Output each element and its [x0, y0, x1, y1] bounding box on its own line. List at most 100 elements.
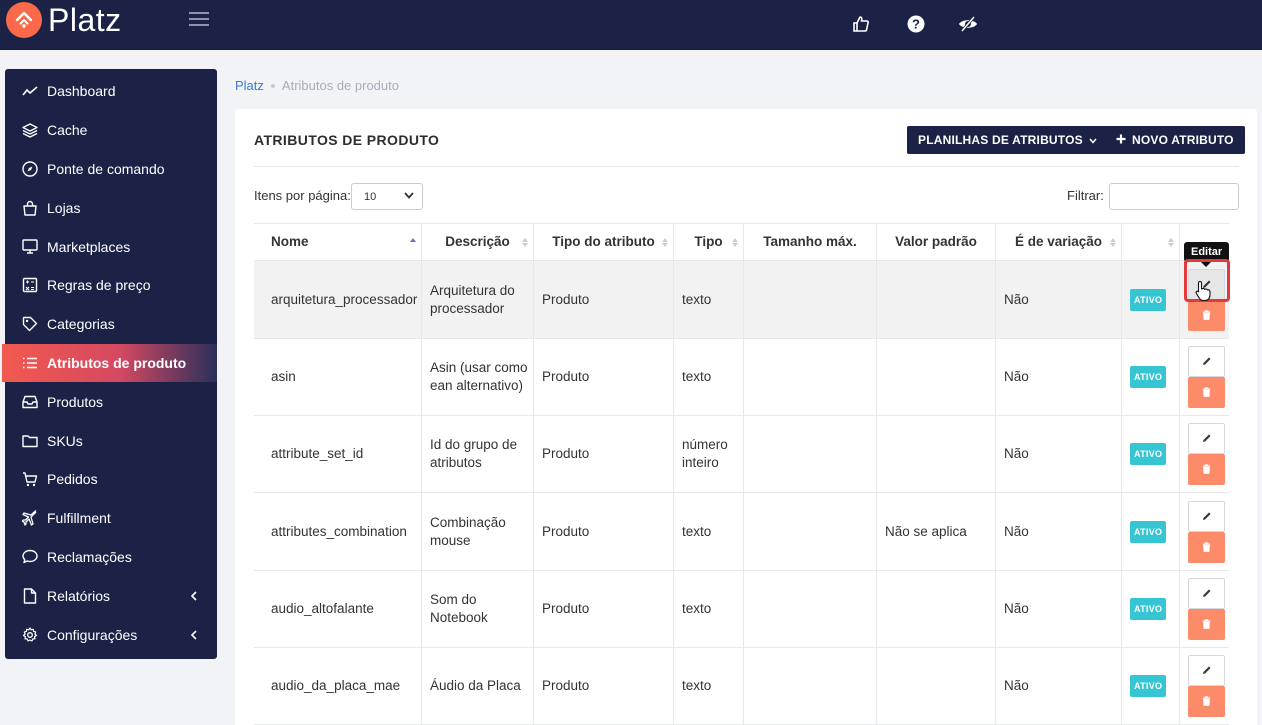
cell-variacao: Não — [995, 339, 1121, 415]
trash-icon — [1202, 384, 1211, 402]
sidebar-item-lojas[interactable]: Lojas — [5, 188, 217, 227]
edit-button[interactable] — [1188, 578, 1225, 609]
cell-descricao: Arquitetura do processador — [421, 261, 533, 338]
column-header-variacao[interactable]: É de variação — [995, 224, 1121, 260]
cell-nome: attributes_combination — [271, 523, 407, 539]
sidebar-item-marketplaces[interactable]: Marketplaces — [5, 227, 217, 266]
cell-tipo-atributo: Produto — [533, 571, 673, 647]
eye-slash-icon[interactable] — [958, 14, 978, 34]
sidebar-item-dashboard[interactable]: Dashboard — [5, 72, 217, 111]
items-per-page-label: Itens por página: — [254, 188, 351, 203]
cell-tipo-atributo: Produto — [533, 648, 673, 724]
cell-tamanho — [743, 571, 876, 647]
sidebar-item-reclamacoes[interactable]: Reclamações — [5, 538, 217, 577]
hand-cursor-icon — [1195, 280, 1213, 307]
sort-icon — [1110, 238, 1116, 247]
sidebar-item-atributos-de-produto[interactable]: Atributos de produto — [2, 343, 217, 383]
column-header-tipo-atributo[interactable]: Tipo do atributo — [533, 224, 673, 260]
cell-variacao: Não — [995, 416, 1121, 492]
cell-nome: arquitetura_processador — [271, 291, 418, 307]
sidebar-item-relatorios[interactable]: Relatórios — [5, 576, 217, 615]
cell-tipo: texto — [673, 339, 743, 415]
sidebar-item-label: Produtos — [47, 393, 104, 410]
column-header-label: Descrição — [445, 234, 510, 249]
edit-button[interactable] — [1188, 655, 1225, 686]
delete-button[interactable] — [1188, 300, 1225, 331]
sidebar-item-produtos[interactable]: Produtos — [5, 382, 217, 421]
column-header-nome[interactable]: Nome — [254, 224, 421, 260]
column-header-actions[interactable] — [1179, 224, 1229, 260]
delete-button[interactable] — [1188, 686, 1225, 717]
svg-text:?: ? — [912, 17, 920, 32]
status-badge: ATIVO — [1130, 443, 1167, 465]
column-header-valor-padrao[interactable]: Valor padrão — [876, 224, 995, 260]
new-attribute-button[interactable]: NOVO ATRIBUTO — [1105, 126, 1245, 154]
logo[interactable]: Platz — [6, 0, 122, 40]
attribute-sheets-button[interactable]: PLANILHAS DE ATRIBUTOS — [907, 126, 1108, 154]
cell-valor-padrao — [876, 571, 995, 647]
column-header-tipo[interactable]: Tipo — [673, 224, 743, 260]
cell-descricao: Asin (usar como ean alternativo) — [421, 339, 533, 415]
help-icon[interactable]: ? — [906, 14, 926, 34]
cell-descricao: Combinação mouse — [421, 493, 533, 570]
sidebar-item-ponte-de-comando[interactable]: Ponte de comando — [5, 150, 217, 189]
sidebar-item-fulfillment[interactable]: Fulfillment — [5, 499, 217, 538]
edit-button[interactable] — [1188, 346, 1225, 377]
column-header-tamanho[interactable]: Tamanho máx. — [743, 224, 876, 260]
calculator-icon — [20, 275, 40, 295]
attributes-card: ATRIBUTOS DE PRODUTO PLANILHAS DE ATRIBU… — [235, 109, 1257, 725]
delete-button[interactable] — [1188, 377, 1225, 408]
cell-valor-padrao — [876, 648, 995, 724]
cell-variacao: Não — [995, 261, 1121, 338]
column-header-label: Tipo — [694, 234, 723, 249]
chart-line-icon — [20, 81, 40, 101]
sidebar-item-label: Ponte de comando — [47, 160, 165, 177]
cell-tamanho — [743, 339, 876, 415]
cell-tipo-atributo: Produto — [533, 493, 673, 570]
new-attribute-label: NOVO ATRIBUTO — [1132, 133, 1234, 147]
sidebar-item-configuracoes[interactable]: Configurações — [5, 615, 217, 654]
pencil-icon — [1202, 353, 1212, 371]
sidebar-item-cache[interactable]: Cache — [5, 111, 217, 150]
items-per-page-value: 10 — [364, 190, 377, 203]
cell-descricao: Som do Notebook — [421, 571, 533, 647]
column-header-label: Valor padrão — [895, 234, 977, 249]
trash-icon — [1202, 693, 1211, 711]
hamburger-menu-icon[interactable] — [189, 12, 209, 28]
page-title: ATRIBUTOS DE PRODUTO — [254, 132, 440, 148]
delete-button[interactable] — [1188, 454, 1225, 485]
items-per-page-select[interactable]: 10 — [351, 183, 423, 210]
sidebar-item-label: Reclamações — [47, 548, 132, 565]
thumbs-up-icon[interactable] — [851, 14, 871, 34]
filter-input[interactable] — [1109, 183, 1239, 210]
cell-tamanho — [743, 648, 876, 724]
cell-tipo-atributo: Produto — [533, 416, 673, 492]
delete-button[interactable] — [1188, 532, 1225, 563]
edit-button[interactable] — [1188, 501, 1225, 532]
breadcrumb-current: Atributos de produto — [281, 78, 399, 93]
chevron-down-icon — [404, 190, 414, 202]
delete-button[interactable] — [1188, 609, 1225, 640]
folder-icon — [20, 431, 40, 451]
sidebar-item-regras-de-preco[interactable]: Regras de preço — [5, 266, 217, 305]
sidebar-item-categorias[interactable]: Categorias — [5, 305, 217, 344]
sidebar-item-label: Lojas — [47, 199, 81, 216]
edit-button[interactable] — [1188, 423, 1225, 454]
trash-icon — [1202, 461, 1211, 479]
top-bar: Platz ? — [0, 0, 1262, 50]
trash-icon — [1202, 616, 1211, 634]
sort-asc-icon — [410, 238, 416, 242]
column-header-label: É de variação — [1014, 234, 1103, 249]
column-header-descricao[interactable]: Descrição — [421, 224, 533, 260]
sidebar-item-pedidos[interactable]: Pedidos — [5, 460, 217, 499]
column-header-label: Nome — [271, 234, 309, 249]
cell-valor-padrao — [876, 339, 995, 415]
sidebar-item-skus[interactable]: SKUs — [5, 421, 217, 460]
column-header-label: Tamanho máx. — [763, 234, 857, 249]
breadcrumb-home-link[interactable]: Platz — [235, 78, 264, 93]
cell-tamanho — [743, 416, 876, 492]
cell-status: ATIVO — [1121, 261, 1179, 338]
column-header-status[interactable] — [1121, 224, 1179, 260]
sidebar: Dashboard Cache Ponte de comando Lojas M… — [2, 69, 217, 659]
cell-nome: audio_altofalante — [271, 601, 374, 616]
